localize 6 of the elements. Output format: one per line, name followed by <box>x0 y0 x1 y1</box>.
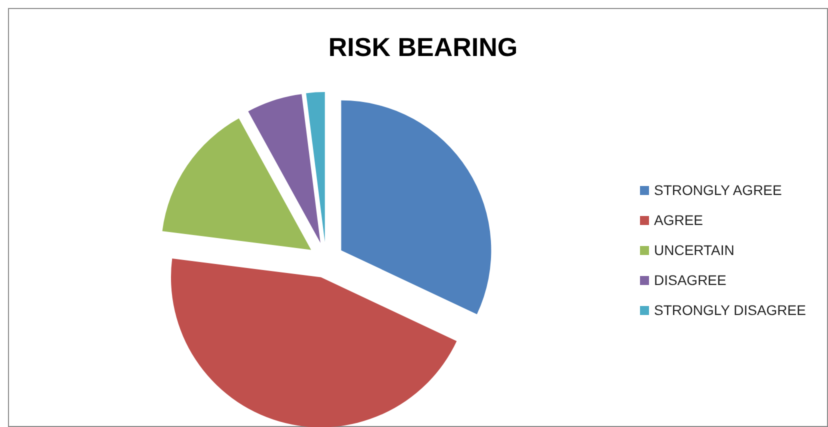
legend-label: STRONGLY DISAGREE <box>654 302 806 318</box>
legend-label: UNCERTAIN <box>654 242 734 258</box>
legend-label: STRONGLY AGREE <box>654 182 782 198</box>
chart-title: RISK BEARING <box>328 32 518 62</box>
legend-label: AGREE <box>654 212 704 228</box>
legend-label: DISAGREE <box>654 272 726 288</box>
